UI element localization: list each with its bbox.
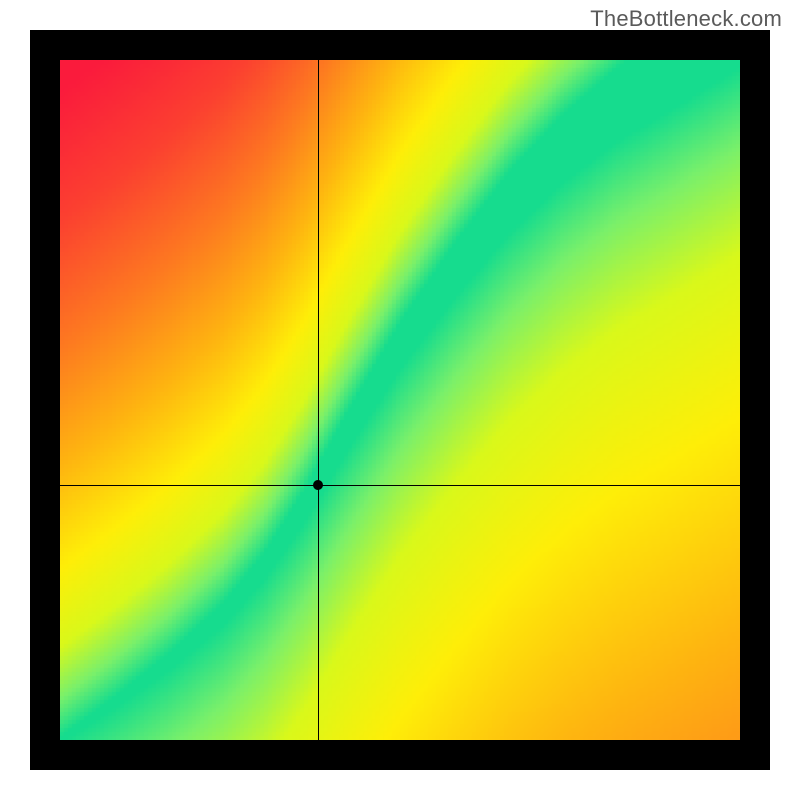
crosshair-horizontal-line	[60, 485, 740, 486]
heatmap-plot-area	[60, 60, 740, 740]
crosshair-vertical-line	[318, 60, 319, 740]
watermark-text: TheBottleneck.com	[590, 6, 782, 32]
heatmap-canvas	[60, 60, 740, 740]
heatmap-outer-frame	[30, 30, 770, 770]
